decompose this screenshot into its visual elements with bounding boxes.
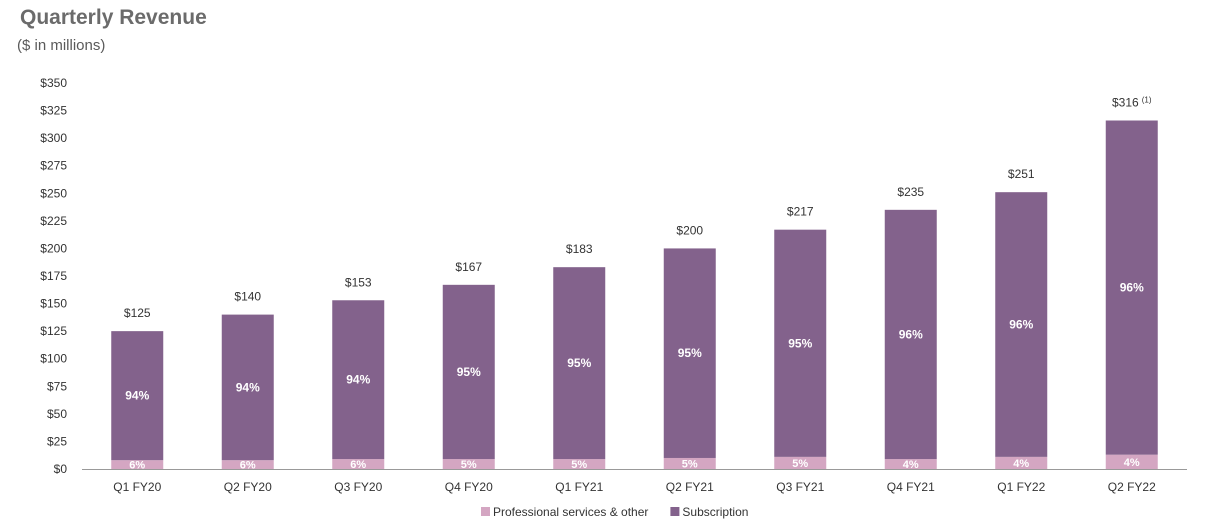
bar-segment-subscription <box>884 209 937 460</box>
bar-total-label: $316 (1) <box>1112 95 1152 109</box>
legend: Professional services & other Subscriptio… <box>481 505 748 519</box>
x-category-label: Q2 FY20 <box>224 480 272 494</box>
bar-segment-professional-services <box>1105 454 1158 469</box>
professional-services-percent-label: 4% <box>903 459 919 471</box>
x-category-label: Q2 FY21 <box>666 480 714 494</box>
bar-total-label: $140 <box>234 290 261 304</box>
x-category-label: Q4 FY21 <box>887 480 935 494</box>
legend-label: Subscription <box>682 505 748 519</box>
y-tick-label: $150 <box>40 297 67 311</box>
y-tick-label: $300 <box>40 131 67 145</box>
legend-swatch <box>481 507 490 516</box>
y-axis: $0 $25 $50 $75 $100 $125 $150 $175 $200 $225 $250 $… <box>40 76 67 476</box>
subscription-percent-label: 94% <box>346 373 370 387</box>
professional-services-percent-label: 5% <box>792 458 808 470</box>
bars: 94% 6% $125 94% 6% $140 94% 6% $153 95% 5% $167 95% 5… <box>111 95 1158 472</box>
legend-label: Professional services & other <box>493 505 648 519</box>
bar-segment-professional-services <box>995 456 1048 469</box>
bar-segment-subscription <box>1105 120 1158 455</box>
y-tick-label: $275 <box>40 159 67 173</box>
chart-subtitle: ($ in millions) <box>17 37 106 54</box>
chart-title: Quarterly Revenue <box>20 6 207 29</box>
professional-services-percent-label: 4% <box>1013 458 1029 470</box>
professional-services-percent-label: 6% <box>240 460 256 472</box>
y-tick-label: $100 <box>40 352 67 366</box>
subscription-percent-label: 95% <box>678 346 702 360</box>
subscription-percent-label: 95% <box>788 336 812 350</box>
subscription-percent-label: 96% <box>1009 318 1033 332</box>
x-category-label: Q1 FY22 <box>997 480 1045 494</box>
x-category-label: Q2 FY22 <box>1108 480 1156 494</box>
bar-total-label: $167 <box>455 260 482 274</box>
bar-segment-subscription <box>774 229 827 457</box>
bar-segment-professional-services <box>332 459 385 469</box>
bar-total-label: $125 <box>124 306 151 320</box>
bar-segment-subscription <box>332 300 385 460</box>
professional-services-percent-label: 4% <box>1124 457 1140 469</box>
bar-total-label: $153 <box>345 275 372 289</box>
subscription-percent-label: 95% <box>457 365 481 379</box>
professional-services-percent-label: 5% <box>682 458 698 470</box>
professional-services-percent-label: 6% <box>129 460 145 472</box>
professional-services-percent-label: 5% <box>461 459 477 471</box>
subscription-percent-label: 96% <box>899 327 923 341</box>
subscription-percent-label: 95% <box>567 356 591 370</box>
subscription-percent-label: 94% <box>125 389 149 403</box>
professional-services-percent-label: 6% <box>350 459 366 471</box>
bar-segment-subscription <box>111 331 164 461</box>
bar-segment-professional-services <box>884 459 937 469</box>
bar-segment-subscription <box>442 284 495 460</box>
bar-segment-professional-services <box>774 456 827 469</box>
bar-segment-subscription <box>995 192 1048 457</box>
x-category-label: Q1 FY20 <box>113 480 161 494</box>
x-category-label: Q3 FY21 <box>776 480 824 494</box>
footnote-marker: (1) <box>1142 95 1152 104</box>
bar-segment-subscription <box>663 248 716 458</box>
y-tick-label: $0 <box>54 462 68 476</box>
y-tick-label: $125 <box>40 324 67 338</box>
x-category-label: Q4 FY20 <box>445 480 493 494</box>
bar-total-label: $251 <box>1008 167 1035 181</box>
y-tick-label: $250 <box>40 186 67 200</box>
bar-segment-subscription <box>221 314 274 461</box>
y-tick-label: $75 <box>47 379 67 393</box>
bar-total-label: $217 <box>787 205 814 219</box>
bar-total-label: $200 <box>676 223 703 237</box>
y-tick-label: $225 <box>40 214 67 228</box>
bar-segment-subscription <box>553 267 606 460</box>
professional-services-percent-label: 5% <box>571 459 587 471</box>
subscription-percent-label: 94% <box>236 380 260 394</box>
x-category-label: Q3 FY20 <box>334 480 382 494</box>
y-tick-label: $175 <box>40 269 67 283</box>
bar-segment-professional-services <box>221 460 274 469</box>
y-tick-label: $50 <box>47 407 67 421</box>
subscription-percent-label: 96% <box>1120 281 1144 295</box>
bar-segment-professional-services <box>553 459 606 469</box>
x-axis: Q1 FY20 Q2 FY20 Q3 FY20 Q4 FY20 Q1 FY21 Q2 FY… <box>82 469 1187 494</box>
y-tick-label: $25 <box>47 434 67 448</box>
legend-swatch <box>670 507 680 516</box>
bar-segment-professional-services <box>663 457 716 469</box>
x-category-label: Q1 FY21 <box>555 480 603 494</box>
y-tick-label: $350 <box>40 76 67 90</box>
y-tick-label: $200 <box>40 241 67 255</box>
bar-segment-professional-services <box>111 460 164 469</box>
bar-total-label: $183 <box>566 242 593 256</box>
y-tick-label: $325 <box>40 104 67 118</box>
bar-segment-professional-services <box>442 459 495 469</box>
bar-total-label: $235 <box>897 185 924 199</box>
